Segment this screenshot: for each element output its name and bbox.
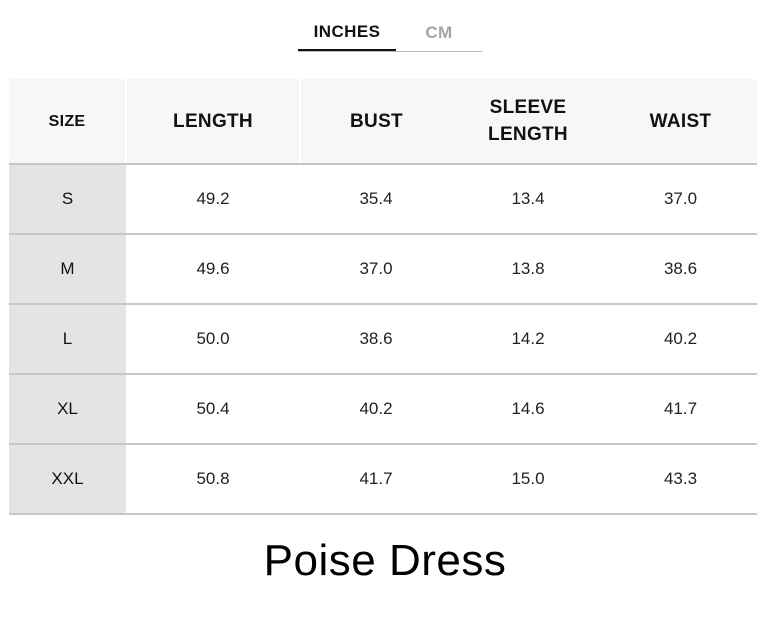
waist-cell: 37.0 <box>604 164 757 235</box>
size-cell: S <box>9 164 126 235</box>
size-cell: L <box>9 304 126 375</box>
sleeve-length-cell: 15.0 <box>452 444 604 515</box>
sleeve-length-cell: 13.8 <box>452 234 604 305</box>
length-cell: 49.6 <box>126 234 300 305</box>
table-row: M 49.6 37.0 13.8 38.6 <box>9 234 757 305</box>
table-row: XXL 50.8 41.7 15.0 43.3 <box>9 444 757 515</box>
length-cell: 50.0 <box>126 304 300 375</box>
table-row: S 49.2 35.4 13.4 37.0 <box>9 164 757 235</box>
length-cell: 50.4 <box>126 374 300 445</box>
column-header-sleeve-length: SLEEVE LENGTH <box>452 79 604 165</box>
unit-tabs: INCHES CM <box>298 14 482 52</box>
table-row: L 50.0 38.6 14.2 40.2 <box>9 304 757 375</box>
length-cell: 49.2 <box>126 164 300 235</box>
length-cell: 50.8 <box>126 444 300 515</box>
sleeve-length-cell: 14.6 <box>452 374 604 445</box>
size-cell: XL <box>9 374 126 445</box>
size-chart-table: SIZE LENGTH BUST SLEEVE LENGTH WAIST S 4… <box>9 79 757 515</box>
bust-cell: 37.0 <box>300 234 452 305</box>
column-header-bust: BUST <box>300 79 452 165</box>
bust-cell: 35.4 <box>300 164 452 235</box>
size-cell: M <box>9 234 126 305</box>
bust-cell: 38.6 <box>300 304 452 375</box>
tab-inches[interactable]: INCHES <box>298 14 396 51</box>
waist-cell: 38.6 <box>604 234 757 305</box>
sleeve-length-cell: 14.2 <box>452 304 604 375</box>
column-header-length: LENGTH <box>126 79 301 165</box>
table-header-row: SIZE LENGTH BUST SLEEVE LENGTH WAIST <box>9 79 757 165</box>
table-row: XL 50.4 40.2 14.6 41.7 <box>9 374 757 445</box>
tab-cm[interactable]: CM <box>425 22 453 42</box>
waist-cell: 43.3 <box>604 444 757 515</box>
product-title: Poise Dress <box>263 536 507 585</box>
waist-cell: 41.7 <box>604 374 757 445</box>
bust-cell: 40.2 <box>300 374 452 445</box>
column-header-size: SIZE <box>9 79 127 165</box>
bust-cell: 41.7 <box>300 444 452 515</box>
waist-cell: 40.2 <box>604 304 757 375</box>
sleeve-length-cell: 13.4 <box>452 164 604 235</box>
column-header-waist: WAIST <box>604 79 757 165</box>
size-cell: XXL <box>9 444 126 515</box>
